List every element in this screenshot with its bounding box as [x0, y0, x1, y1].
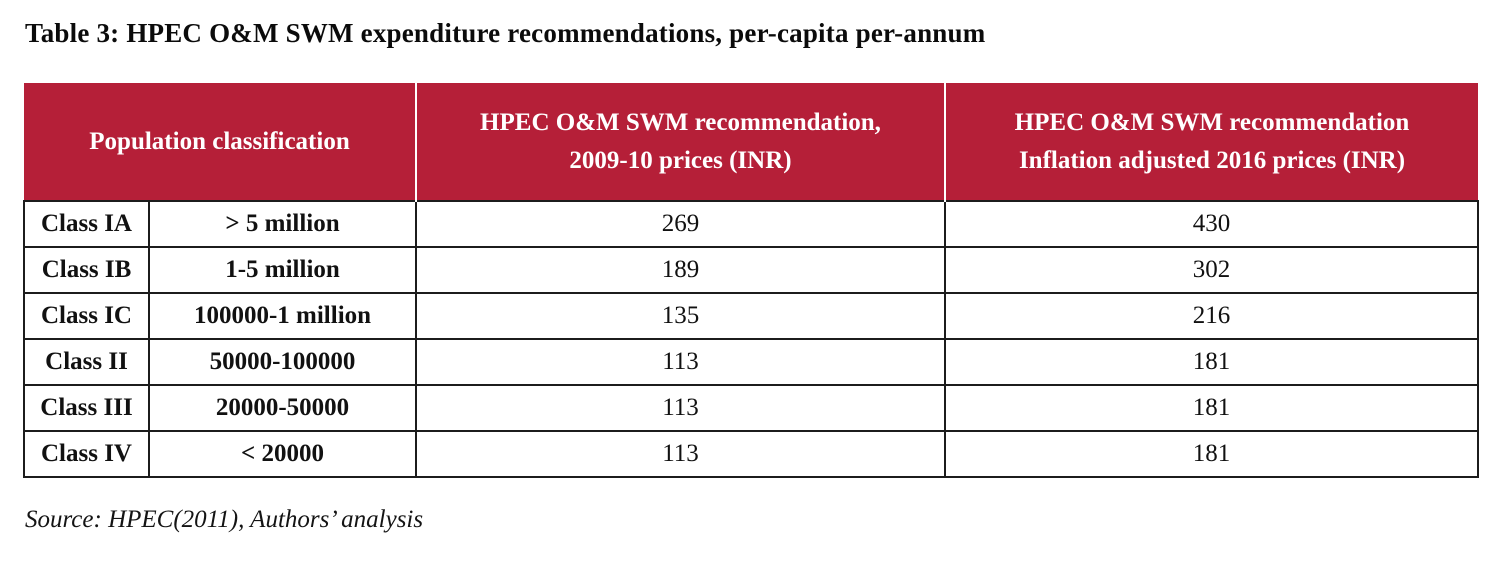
table-row: Class IV < 20000 113 181: [23, 430, 1479, 478]
table-row: Class IA > 5 million 269 430: [23, 200, 1479, 248]
table-header: Population classification HPEC O&M SWM r…: [24, 83, 1478, 201]
table-caption: Table 3: HPEC O&M SWM expenditure recomm…: [25, 18, 986, 48]
class-cell: Class III: [23, 384, 150, 432]
header-recommendation-2016: HPEC O&M SWM recommendation Inflation ad…: [944, 83, 1478, 201]
class-cell: Class II: [23, 338, 150, 386]
population-range-cell: 20000-50000: [148, 384, 417, 432]
header-row: Population classification HPEC O&M SWM r…: [24, 83, 1478, 201]
value-2009-cell: 113: [415, 430, 946, 478]
table-row: Class III 20000-50000 113 181: [23, 384, 1479, 432]
expenditure-table: Population classification HPEC O&M SWM r…: [23, 83, 1479, 478]
population-range-cell: 1-5 million: [148, 246, 417, 294]
header-population-label: Population classification: [89, 127, 350, 155]
header-recommendation-2009: HPEC O&M SWM recommendation, 2009-10 pri…: [415, 83, 945, 201]
expenditure-table-container: Population classification HPEC O&M SWM r…: [23, 83, 1479, 478]
population-range-cell: < 20000: [148, 430, 417, 478]
class-cell: Class IV: [23, 430, 150, 478]
value-2016-cell: 430: [944, 200, 1479, 248]
class-cell: Class IB: [23, 246, 150, 294]
class-cell: Class IA: [23, 200, 150, 248]
table-row: Class IC 100000-1 million 135 216: [23, 292, 1479, 340]
value-2009-cell: 135: [415, 292, 946, 340]
class-cell: Class IC: [23, 292, 150, 340]
value-2016-cell: 181: [944, 338, 1479, 386]
table-body: Class IA > 5 million 269 430 Class IB 1-…: [23, 200, 1479, 478]
value-2009-cell: 189: [415, 246, 946, 294]
value-2009-cell: 269: [415, 200, 946, 248]
value-2016-cell: 181: [944, 384, 1479, 432]
value-2016-cell: 216: [944, 292, 1479, 340]
header-2016-line1: HPEC O&M SWM recommendation: [1014, 108, 1410, 136]
value-2009-cell: 113: [415, 338, 946, 386]
value-2016-cell: 181: [944, 430, 1479, 478]
population-range-cell: > 5 million: [148, 200, 417, 248]
header-2009-line1: HPEC O&M SWM recommendation,: [480, 108, 881, 136]
header-2009-line2: 2009-10 prices (INR): [569, 146, 792, 174]
header-population-classification: Population classification: [24, 83, 416, 201]
header-2016-line2: Inflation adjusted 2016 prices (INR): [1018, 146, 1406, 174]
value-2016-cell: 302: [944, 246, 1479, 294]
value-2009-cell: 113: [415, 384, 946, 432]
table-row: Class II 50000-100000 113 181: [23, 338, 1479, 386]
population-range-cell: 50000-100000: [148, 338, 417, 386]
table-row: Class IB 1-5 million 189 302: [23, 246, 1479, 294]
source-note: Source: HPEC(2011), Authors’ analysis: [25, 506, 424, 533]
population-range-cell: 100000-1 million: [148, 292, 417, 340]
